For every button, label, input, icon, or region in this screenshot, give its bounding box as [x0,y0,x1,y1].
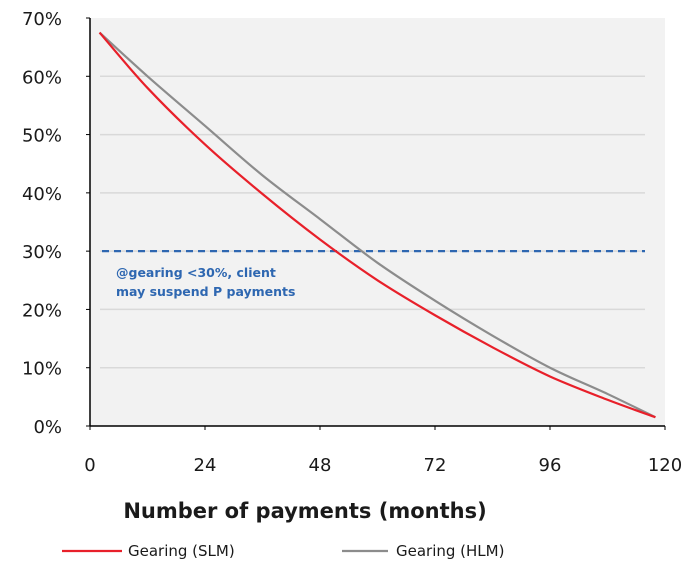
y-tick-label: 60% [22,67,62,88]
series-lines [98,31,656,419]
y-tick-label: 70% [22,9,62,30]
plot-area [90,18,665,426]
legend-label: Gearing (HLM) [396,542,504,560]
reference-line-group: @gearing <30%, client may suspend P payme… [102,250,645,299]
x-tick-labels: 0 24 48 72 96 120 [84,426,682,476]
x-tick-label: 120 [648,455,682,476]
x-tick-label: 48 [309,455,332,476]
y-tick-label: 30% [22,242,62,263]
series-line-slm [98,31,656,419]
reference-annotation-line: @gearing <30%, client [116,265,276,280]
x-tick-label: 72 [424,455,447,476]
legend-label: Gearing (SLM) [128,542,235,560]
y-tick-label: 40% [22,184,62,205]
y-tick-label: 20% [22,300,62,321]
x-tick-label: 24 [194,455,217,476]
series-line-hlm [98,31,656,419]
legend: Gearing (SLM) Gearing (HLM) [62,542,504,560]
y-tick-label: 10% [22,359,62,380]
x-tick-label: 96 [539,455,562,476]
reference-annotation-line: may suspend P payments [116,284,295,299]
y-tick-label: 50% [22,126,62,147]
x-axis-title: Number of payments (months) [123,499,486,523]
y-tick-labels: 0% 10% 20% 30% 40% 50% 60% 70% [22,9,90,438]
x-tick-label: 0 [84,455,95,476]
y-tick-label: 0% [33,417,62,438]
